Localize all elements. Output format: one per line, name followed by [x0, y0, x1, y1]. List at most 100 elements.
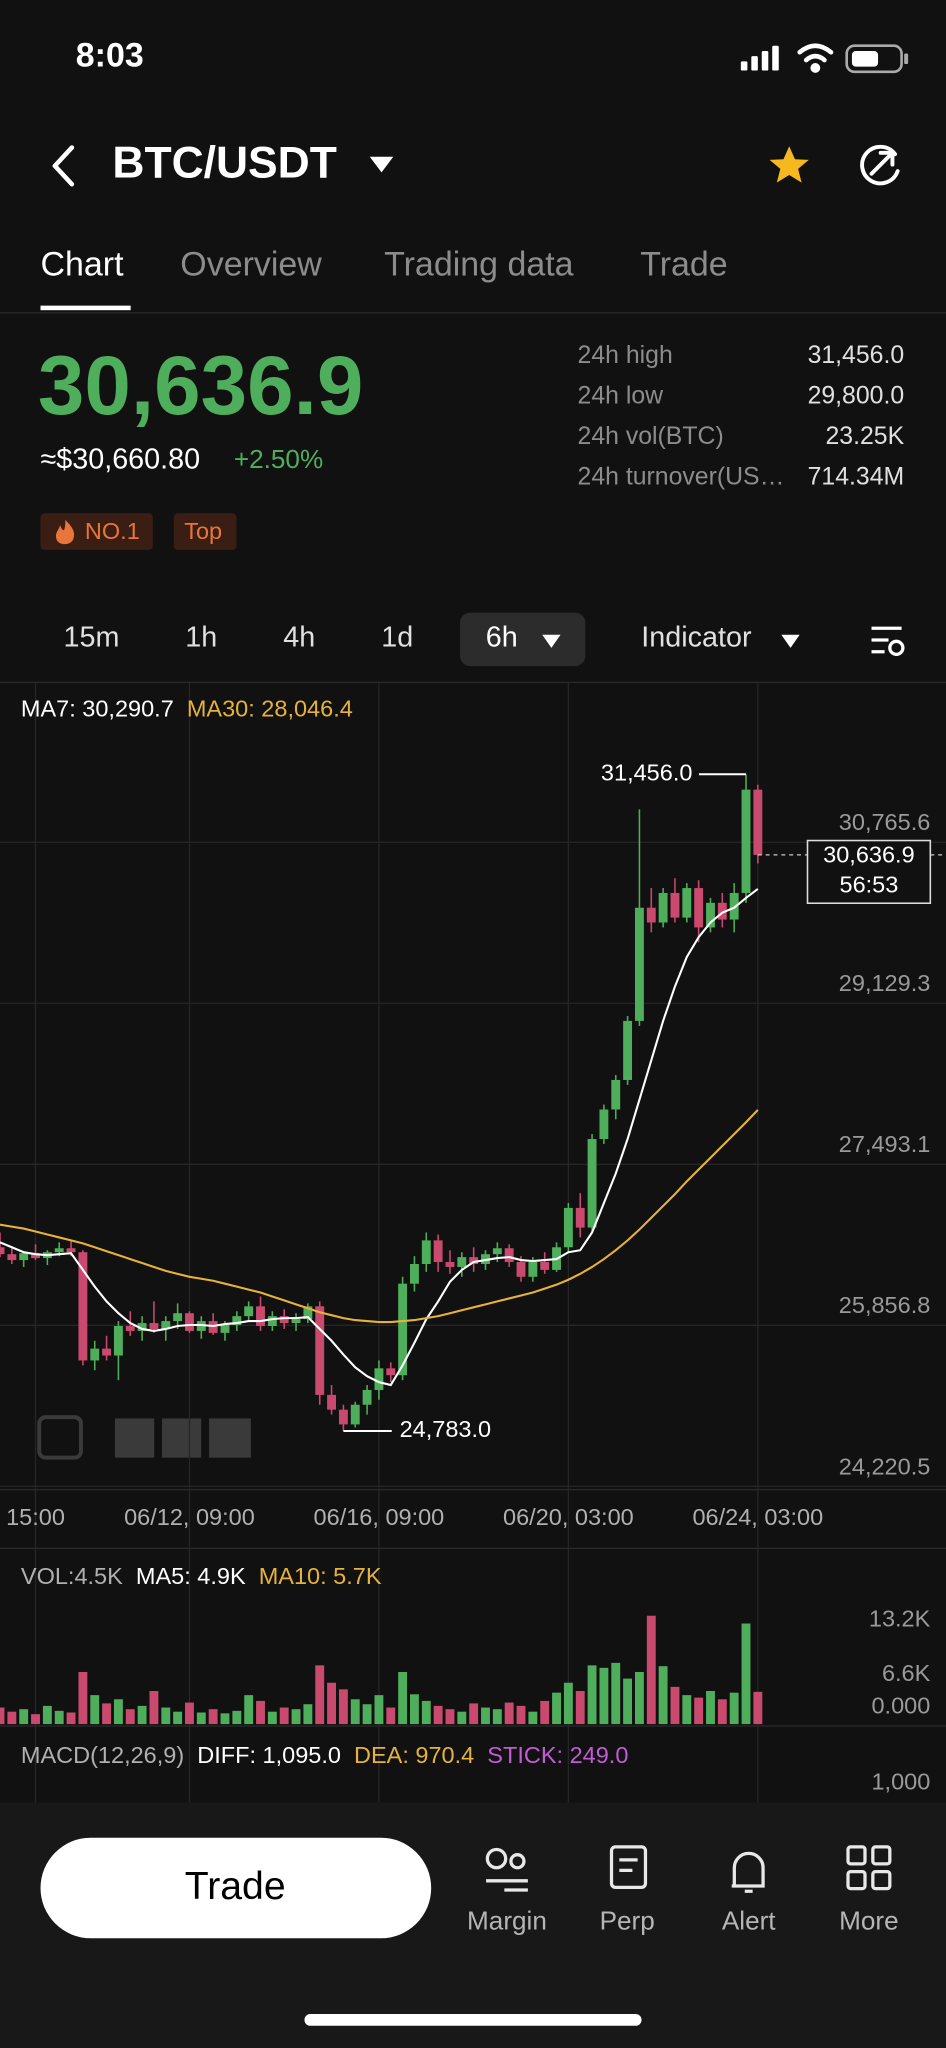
volume-bar	[149, 1690, 159, 1725]
volume-bar	[78, 1671, 88, 1725]
stat-value: 714.34M	[808, 464, 905, 491]
volume-bar	[540, 1700, 550, 1725]
volume-bar	[362, 1704, 372, 1725]
candle-body	[279, 1316, 289, 1324]
volume-bar	[42, 1705, 52, 1725]
candle-body	[634, 907, 644, 1021]
low-label: 24,783.0	[400, 1416, 492, 1442]
candle-body	[729, 892, 739, 920]
volume-bar	[469, 1703, 479, 1725]
battery-icon	[845, 44, 909, 74]
interval[interactable]: 4h	[283, 621, 315, 653]
last-price: 30,636.9	[38, 338, 363, 432]
y-tick-label: 1,000	[871, 1769, 930, 1795]
volume-bar	[350, 1699, 360, 1725]
candle-body	[19, 1253, 29, 1261]
back-button[interactable]	[52, 145, 75, 187]
stat-label: 24h high	[578, 342, 673, 369]
watermark	[37, 1415, 251, 1460]
selected-interval-box[interactable]	[459, 612, 586, 667]
trade-button-label[interactable]: Trade	[185, 1865, 286, 1908]
tab[interactable]: Trading data	[384, 245, 574, 283]
indicator-button[interactable]: Indicator	[641, 621, 752, 653]
last-price-label: 30,636.9	[823, 841, 915, 867]
favorite-star[interactable]	[769, 146, 809, 183]
volume-bar	[706, 1690, 715, 1725]
candle-body	[161, 1321, 171, 1329]
volume-bar	[267, 1711, 277, 1725]
trade-button[interactable]	[40, 1837, 432, 1939]
y-tick-label: 27,493.1	[839, 1131, 931, 1157]
volume-bar	[102, 1703, 112, 1725]
volume-bar	[563, 1682, 573, 1725]
action-label[interactable]: Alert	[722, 1906, 776, 1936]
x-tick-label: 06/16, 09:00	[314, 1504, 445, 1530]
volume-bar	[670, 1686, 680, 1725]
candle-body	[658, 892, 668, 923]
interval[interactable]: 1h	[185, 621, 217, 653]
candle-body	[457, 1257, 467, 1267]
volume-bar	[208, 1709, 218, 1725]
volume-bar	[327, 1682, 336, 1725]
share-icon[interactable]	[860, 144, 900, 186]
legend-item: VOL:4.5K	[21, 1563, 123, 1589]
dropdown-arrow	[542, 634, 561, 648]
candle-body	[670, 892, 680, 918]
volume-bar	[658, 1666, 668, 1725]
selected-interval[interactable]: 6h	[486, 621, 518, 653]
candle-body	[220, 1325, 230, 1333]
x-tick-label: 06/24, 03:00	[692, 1504, 823, 1530]
legend-item: MA5: 4.9K	[136, 1563, 246, 1589]
x-tick-label: 06/20, 03:00	[503, 1504, 634, 1530]
candle-body	[54, 1248, 64, 1253]
x-tick-label: 06/12, 09:00	[124, 1504, 255, 1530]
volume-bar	[386, 1707, 396, 1725]
y-tick-label: 30,765.6	[839, 809, 931, 835]
volume-bar	[575, 1690, 585, 1725]
stat-value: 29,800.0	[808, 383, 905, 410]
stats: 24h high 31,456.0 24h low 29,800.0 24h v…	[578, 342, 905, 490]
tab[interactable]: Trade	[640, 245, 727, 283]
action-label[interactable]: Perp	[600, 1906, 655, 1936]
candle-body	[267, 1316, 277, 1327]
legend-item: MA7: 30,290.7	[21, 696, 174, 722]
tab[interactable]: Overview	[180, 245, 322, 283]
charts: 15:00 06/12, 09:00 06/16, 09:00 06/20, 03:0…	[0, 681, 946, 1803]
chart-settings[interactable]	[871, 626, 905, 656]
divider	[0, 1725, 946, 1727]
volume-bar	[90, 1695, 100, 1725]
badge-text: Top	[184, 518, 222, 544]
volume-bar	[244, 1695, 254, 1725]
ma-line	[0, 1109, 759, 1324]
pair-title[interactable]: BTC/USDT	[112, 139, 337, 188]
volume-bar	[137, 1705, 147, 1725]
action-label[interactable]: Margin	[467, 1906, 547, 1936]
volume-bar	[31, 1714, 40, 1725]
volume-bar	[694, 1697, 704, 1725]
candle-body	[338, 1409, 348, 1425]
candle-body	[386, 1368, 396, 1376]
action-icons	[485, 1845, 892, 1893]
candle-body	[362, 1389, 372, 1405]
volume-bar	[220, 1713, 230, 1725]
candle-body	[611, 1079, 621, 1110]
interval[interactable]: 15m	[64, 621, 120, 653]
candle-body	[232, 1316, 242, 1326]
legend-item: MA30: 28,046.4	[187, 696, 353, 722]
candle-body	[504, 1248, 514, 1263]
interval[interactable]: 1d	[381, 621, 413, 653]
tab[interactable]: Chart	[41, 245, 125, 283]
candle-body	[623, 1020, 633, 1080]
candle-body	[90, 1348, 100, 1361]
volume-bar	[125, 1709, 135, 1725]
pair-dropdown[interactable]	[369, 156, 394, 173]
candle-body	[694, 888, 704, 928]
y-tick-label: 24,220.5	[839, 1453, 931, 1479]
action-label[interactable]: More	[839, 1906, 899, 1936]
candle-body	[563, 1207, 573, 1248]
candle-body	[303, 1306, 313, 1320]
volume-bar	[185, 1702, 194, 1725]
volume-bar	[457, 1711, 467, 1725]
